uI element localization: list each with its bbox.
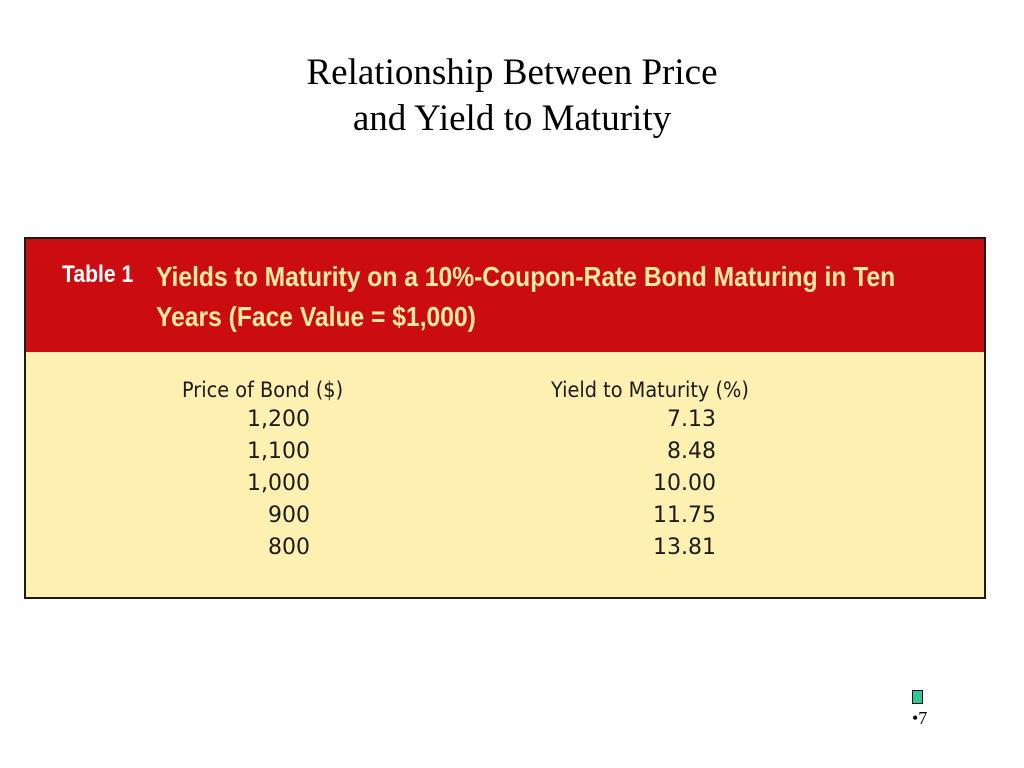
table-header: Table 1 Yields to Maturity on a 10%-Coup… bbox=[26, 239, 984, 352]
table-caption-line-2: Years (Face Value = $1,000) bbox=[156, 301, 476, 332]
table-body: Price of Bond ($) Yield to Maturity (%) … bbox=[26, 352, 984, 597]
slide-title-line-1: Relationship Between Price bbox=[306, 52, 718, 93]
price-cell: 900 bbox=[268, 503, 310, 528]
yield-cell: 8.48 bbox=[667, 439, 716, 464]
square-bullet-icon bbox=[912, 690, 923, 704]
table-caption: Yields to Maturity on a 10%-Coupon-Rate … bbox=[156, 257, 948, 337]
price-cell: 1,200 bbox=[247, 407, 310, 432]
price-cell: 800 bbox=[268, 535, 310, 560]
yield-cell: 11.75 bbox=[653, 503, 716, 528]
table-row: 1,000 10.00 bbox=[26, 471, 984, 503]
table-row: 1,100 8.48 bbox=[26, 439, 984, 471]
table-row: 900 11.75 bbox=[26, 503, 984, 535]
column-header-price: Price of Bond ($) bbox=[182, 378, 344, 402]
table-number: Table 1 bbox=[62, 261, 134, 288]
price-cell: 1,100 bbox=[247, 439, 310, 464]
table-row: 1,200 7.13 bbox=[26, 407, 984, 439]
page-number: •7 bbox=[912, 708, 928, 728]
table-row: 800 13.81 bbox=[26, 535, 984, 567]
yield-cell: 10.00 bbox=[653, 471, 716, 496]
yield-cell: 7.13 bbox=[667, 407, 716, 432]
bond-yield-table: Table 1 Yields to Maturity on a 10%-Coup… bbox=[24, 237, 986, 599]
slide-title: Relationship Between Price and Yield to … bbox=[0, 50, 1024, 142]
yield-cell: 13.81 bbox=[653, 535, 716, 560]
slide-title-line-2: and Yield to Maturity bbox=[352, 98, 672, 139]
column-header-yield: Yield to Maturity (%) bbox=[551, 378, 749, 402]
table-caption-line-1: Yields to Maturity on a 10%-Coupon-Rate … bbox=[156, 261, 896, 292]
price-cell: 1,000 bbox=[247, 471, 310, 496]
